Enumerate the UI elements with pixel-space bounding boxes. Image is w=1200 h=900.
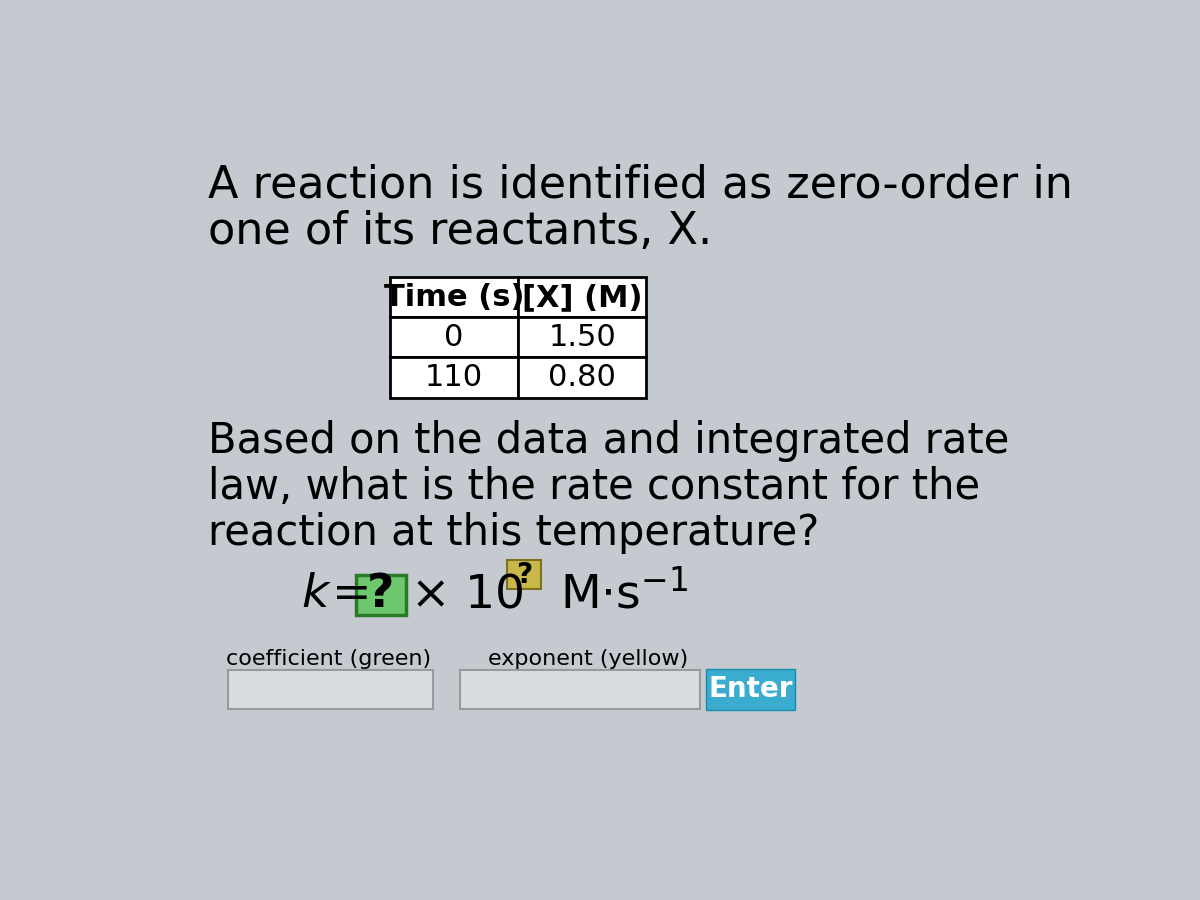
Text: coefficient (green): coefficient (green) xyxy=(226,649,431,669)
Text: 0.80: 0.80 xyxy=(548,363,616,392)
FancyBboxPatch shape xyxy=(390,318,518,357)
FancyBboxPatch shape xyxy=(518,357,646,398)
Text: 0: 0 xyxy=(444,323,464,352)
Text: Enter: Enter xyxy=(708,675,793,704)
FancyBboxPatch shape xyxy=(228,670,433,708)
Text: [X] (M): [X] (M) xyxy=(522,283,642,312)
FancyBboxPatch shape xyxy=(356,574,406,615)
Text: law, what is the rate constant for the: law, what is the rate constant for the xyxy=(208,466,980,508)
FancyBboxPatch shape xyxy=(390,277,518,318)
Text: Based on the data and integrated rate: Based on the data and integrated rate xyxy=(208,419,1009,462)
Text: =: = xyxy=(332,572,372,617)
Text: 1.50: 1.50 xyxy=(548,323,616,352)
FancyBboxPatch shape xyxy=(707,669,794,710)
Text: reaction at this temperature?: reaction at this temperature? xyxy=(208,512,820,554)
FancyBboxPatch shape xyxy=(518,318,646,357)
Text: $k$: $k$ xyxy=(301,572,332,617)
FancyBboxPatch shape xyxy=(390,357,518,398)
FancyBboxPatch shape xyxy=(508,560,541,590)
FancyBboxPatch shape xyxy=(518,277,646,318)
Text: ?: ? xyxy=(367,572,395,617)
Text: Time (s): Time (s) xyxy=(384,283,524,312)
Text: M$\cdot$s$^{-1}$: M$\cdot$s$^{-1}$ xyxy=(545,571,689,618)
Text: exponent (yellow): exponent (yellow) xyxy=(487,649,688,669)
FancyBboxPatch shape xyxy=(460,670,701,708)
Text: ?: ? xyxy=(516,561,533,589)
Text: $\times$ 10: $\times$ 10 xyxy=(409,572,523,617)
Text: A reaction is identified as zero-order in: A reaction is identified as zero-order i… xyxy=(208,164,1073,206)
Text: 110: 110 xyxy=(425,363,484,392)
Text: one of its reactants, X.: one of its reactants, X. xyxy=(208,210,713,253)
